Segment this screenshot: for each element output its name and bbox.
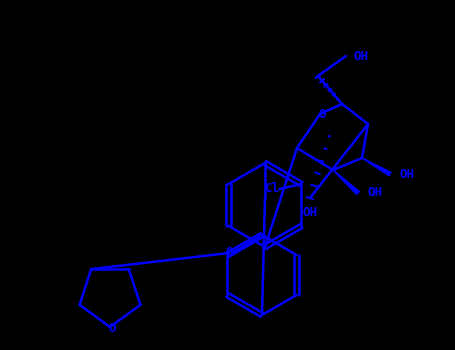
- Text: OH: OH: [303, 206, 318, 219]
- Text: O: O: [318, 107, 326, 120]
- Text: O: O: [108, 322, 116, 336]
- Text: OH: OH: [368, 187, 383, 199]
- Text: O: O: [225, 246, 233, 259]
- Polygon shape: [362, 158, 391, 176]
- Text: OH: OH: [354, 49, 369, 63]
- Text: OH: OH: [400, 168, 415, 181]
- Text: Cl: Cl: [264, 182, 279, 196]
- Polygon shape: [333, 170, 359, 195]
